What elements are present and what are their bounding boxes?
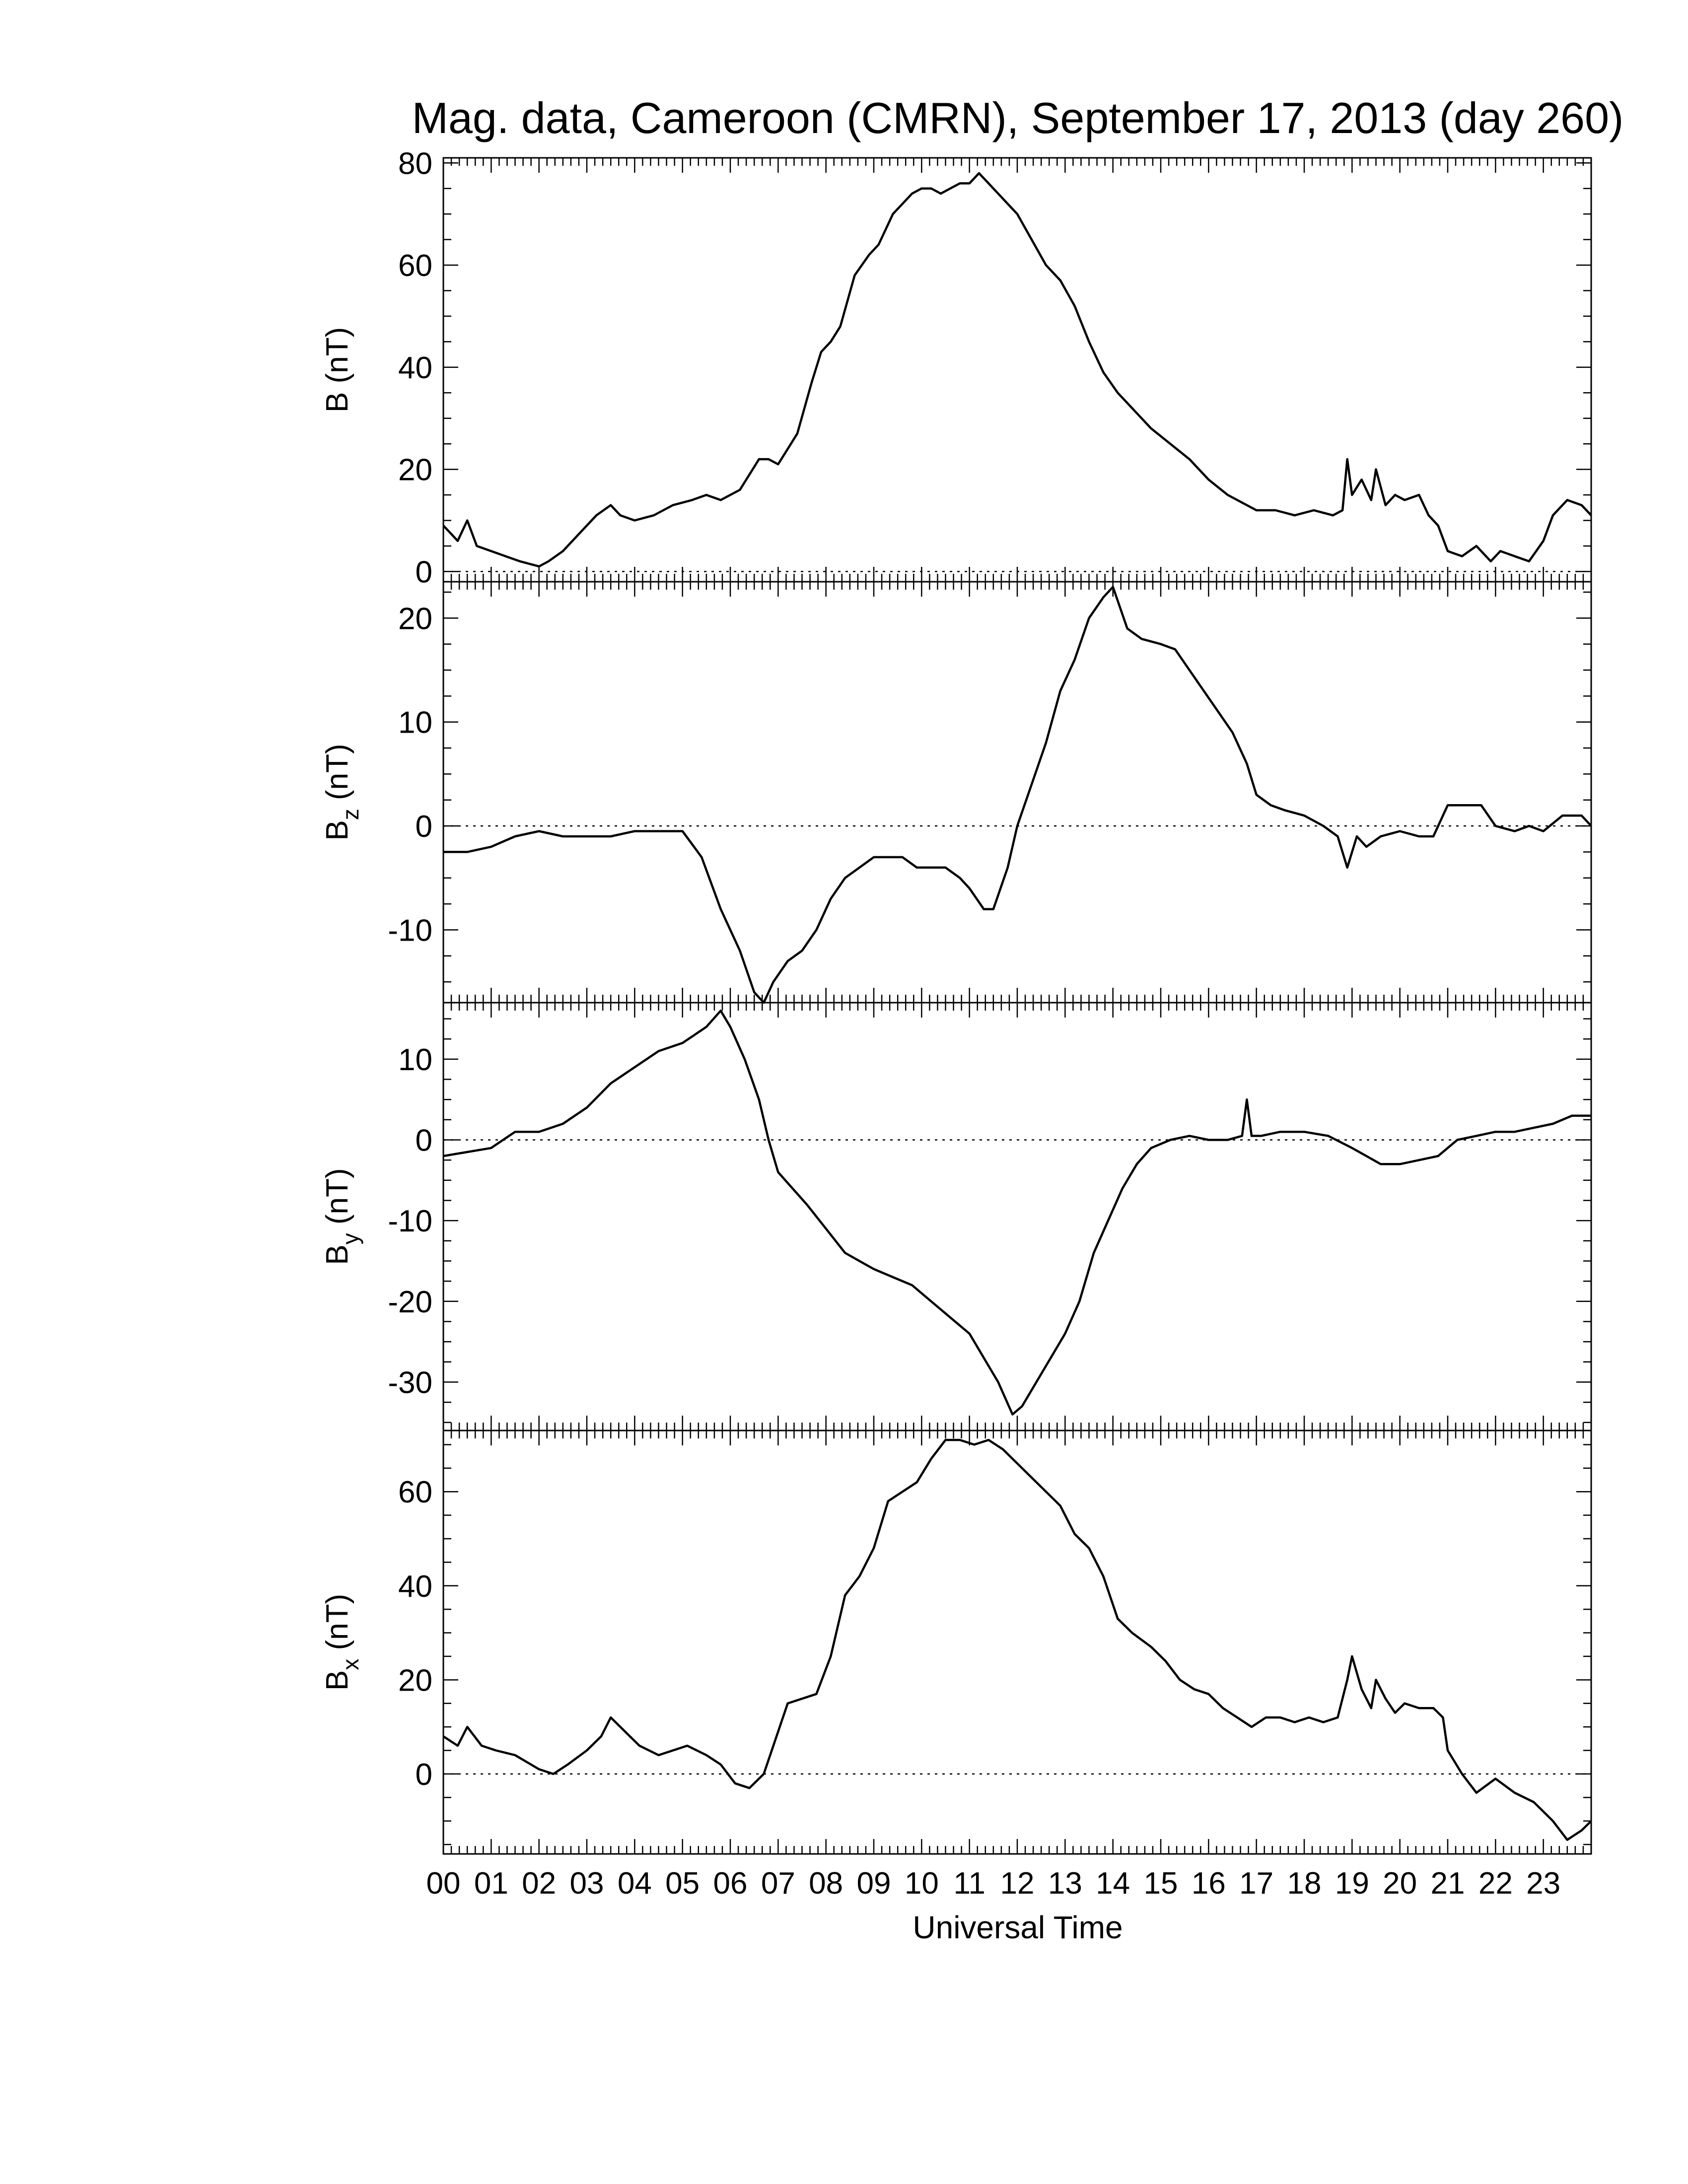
panel-bx: 0 20 40 60 Bx (nT) — [320, 1430, 1592, 1855]
panel-frame — [442, 581, 1592, 1004]
panel-by: -30 -20 -10 0 10 By (nT) — [320, 1002, 1592, 1432]
y-tick-label: 0 — [416, 1758, 432, 1792]
x-tick-label: 08 — [809, 1866, 843, 1901]
y-ticks: 0 20 40 60 — [398, 1444, 1591, 1845]
x-tick-label: 09 — [857, 1866, 891, 1901]
x-ticks — [442, 158, 1592, 582]
chart-title: Mag. data, Cameroon (CMRN), September 17… — [412, 93, 1624, 142]
y-tick-label: 60 — [398, 1475, 432, 1509]
series-line-bz — [443, 586, 1592, 1004]
y-tick-label: -20 — [388, 1285, 432, 1319]
chart-panels: 0 20 40 60 80 B (nT) -10 0 10 20 Bz (nT) -30 -20 -10 0… — [320, 146, 1592, 1855]
y-tick-label: 40 — [398, 351, 432, 385]
y-tick-label: 80 — [398, 146, 432, 181]
x-ticks — [442, 1431, 1592, 1854]
x-tick-label: 19 — [1335, 1866, 1369, 1901]
x-tick-label: 20 — [1383, 1866, 1417, 1901]
y-tick-label: 10 — [398, 1043, 432, 1077]
y-tick-label: 60 — [398, 249, 432, 283]
x-tick-labels: 00 01 02 03 04 05 06 07 08 09 10 11 12 13 14 15 16 17 18 19… — [426, 1866, 1561, 1901]
y-tick-label: 10 — [398, 706, 432, 740]
x-tick-label: 13 — [1048, 1866, 1082, 1901]
series-line-bx — [442, 1438, 1592, 1841]
y-tick-label: 20 — [398, 1663, 432, 1698]
y-axis-label: Bx (nT) — [320, 1594, 363, 1691]
x-tick-label: 05 — [665, 1866, 700, 1901]
x-tick-label: 21 — [1431, 1866, 1465, 1901]
y-tick-label: 20 — [398, 453, 432, 487]
x-tick-label: 10 — [905, 1866, 939, 1901]
y-tick-label: 0 — [416, 1123, 432, 1158]
x-tick-label: 06 — [713, 1866, 748, 1901]
y-tick-label: 0 — [416, 555, 432, 589]
y-tick-label: 20 — [398, 602, 432, 636]
y-ticks: -10 0 10 20 — [388, 591, 1591, 983]
x-tick-label: 02 — [522, 1866, 556, 1901]
x-tick-label: 11 — [953, 1866, 985, 1901]
x-tick-label: 01 — [474, 1866, 508, 1901]
panel-frame — [442, 1002, 1592, 1432]
x-tick-label: 12 — [1000, 1866, 1035, 1901]
y-tick-label: 40 — [398, 1570, 432, 1604]
x-tick-label: 00 — [426, 1866, 461, 1901]
x-tick-label: 22 — [1478, 1866, 1513, 1901]
y-tick-label: -10 — [388, 913, 432, 948]
x-axis-label: Universal Time — [913, 1910, 1123, 1945]
y-axis-label: B (nT) — [320, 327, 354, 412]
x-tick-label: 16 — [1192, 1866, 1226, 1901]
series-line-b — [442, 172, 1592, 568]
panel-b: 0 20 40 60 80 B (nT) — [320, 146, 1592, 589]
panel-bz: -10 0 10 20 Bz (nT) — [320, 581, 1592, 1004]
y-tick-label: 0 — [416, 810, 432, 844]
x-ticks — [442, 1003, 1592, 1431]
x-tick-label: 18 — [1287, 1866, 1322, 1901]
series-line-by — [443, 1010, 1591, 1416]
x-tick-label: 04 — [618, 1866, 652, 1901]
x-ticks — [442, 582, 1592, 1003]
x-tick-label: 15 — [1144, 1866, 1178, 1901]
y-axis-label: By (nT) — [320, 1168, 363, 1265]
x-tick-label: 03 — [570, 1866, 604, 1901]
panel-frame — [442, 157, 1592, 583]
x-tick-label: 23 — [1526, 1866, 1560, 1901]
panel-frame — [442, 1430, 1592, 1855]
y-ticks: 0 20 40 60 80 — [398, 146, 1591, 589]
y-tick-label: -10 — [388, 1204, 432, 1238]
y-tick-label: -30 — [388, 1365, 432, 1400]
y-ticks: -30 -20 -10 0 10 — [388, 1018, 1591, 1423]
x-tick-label: 07 — [761, 1866, 795, 1901]
y-axis-label: Bz (nT) — [320, 744, 363, 840]
x-tick-label: 14 — [1096, 1866, 1130, 1901]
x-tick-label: 17 — [1239, 1866, 1273, 1901]
